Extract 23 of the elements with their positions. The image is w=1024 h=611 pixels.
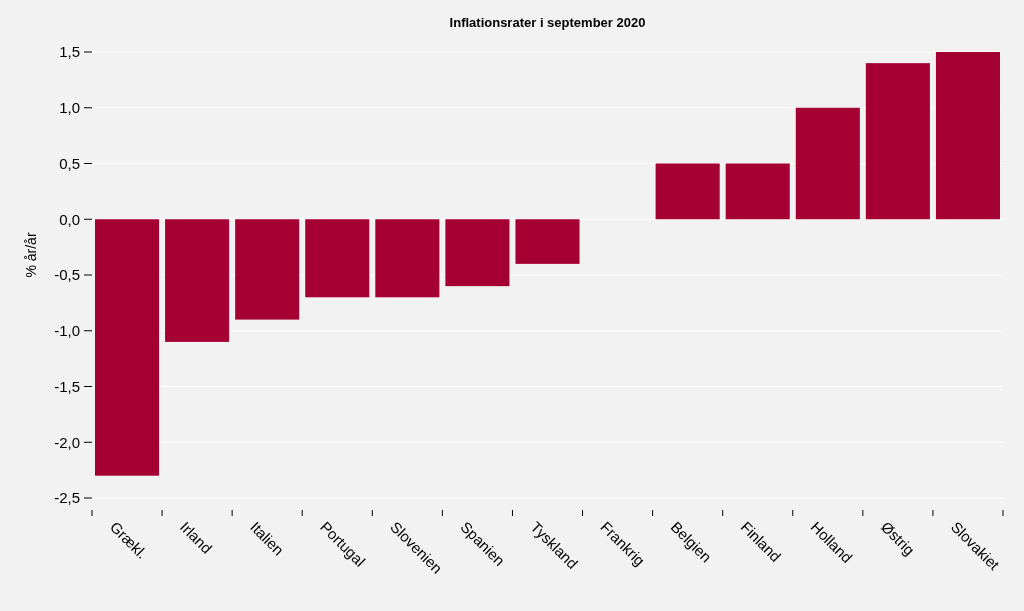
bar <box>935 52 1000 220</box>
y-tick-label: -2,5 <box>54 489 80 507</box>
bar <box>375 219 440 298</box>
y-tick-label: -1,0 <box>54 322 80 339</box>
bar <box>165 219 230 342</box>
chart-title: Inflationsrater i september 2020 <box>449 15 646 30</box>
bar <box>445 219 510 287</box>
bar <box>235 219 300 320</box>
y-tick-label: 1,5 <box>59 43 80 61</box>
bar <box>655 163 720 220</box>
bar <box>725 163 790 220</box>
y-tick-label: 0,0 <box>59 210 80 228</box>
bar <box>515 219 580 264</box>
y-tick-label: -2,0 <box>54 433 80 451</box>
y-tick-label: 0,5 <box>59 154 80 172</box>
bar <box>305 219 370 298</box>
y-tick-label: -0,5 <box>54 266 80 284</box>
y-tick-label: 1,0 <box>59 99 80 116</box>
y-axis-title: % år/år <box>23 232 39 278</box>
bar <box>795 107 860 220</box>
bar <box>865 63 930 220</box>
bar <box>95 219 160 476</box>
y-tick-label: -1,5 <box>54 377 80 395</box>
